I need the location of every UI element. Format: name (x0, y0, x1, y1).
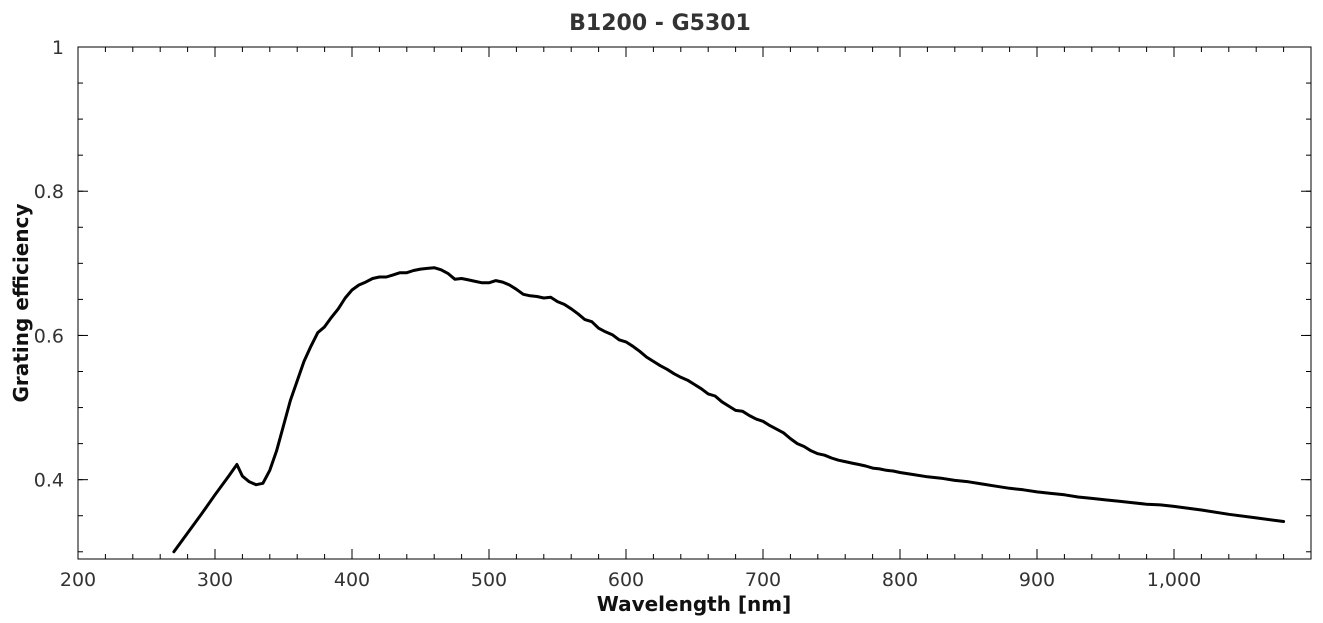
y-tick-label: 1 (52, 37, 64, 59)
x-tick-label: 200 (60, 569, 96, 591)
chart-title: B1200 - G5301 (569, 11, 751, 36)
y-tick-label: 0.8 (34, 181, 64, 203)
x-tick-label: 300 (197, 569, 233, 591)
plot-frame (77, 46, 1312, 560)
x-tick-label: 400 (334, 569, 370, 591)
y-tick-label: 0.4 (34, 470, 64, 492)
x-axis-label: Wavelength [nm] (597, 592, 792, 616)
x-tick-label: 700 (745, 569, 781, 591)
x-tick-label: 900 (1019, 569, 1055, 591)
x-tick-label: 600 (608, 569, 644, 591)
x-tick-label: 1,000 (1147, 569, 1201, 591)
x-tick-label: 800 (882, 569, 918, 591)
y-axis-label: Grating efficiency (9, 204, 33, 403)
x-axis: 200 300 400 500 600 700 800 900 1,000 (60, 47, 1312, 591)
y-tick-label: 0.6 (34, 325, 64, 347)
y-axis: 0.4 0.6 0.8 1 (34, 37, 1311, 553)
efficiency-curve (172, 266, 1286, 554)
x-tick-label: 500 (471, 569, 507, 591)
